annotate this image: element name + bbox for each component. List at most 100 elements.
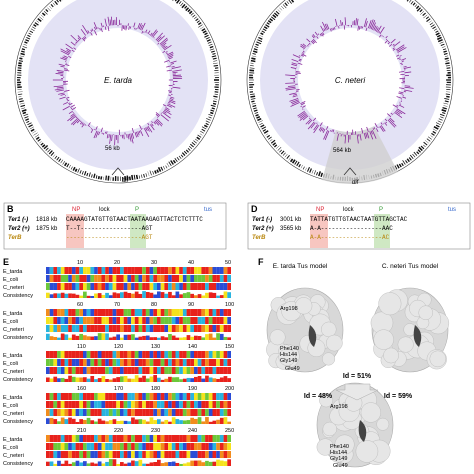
- residue-cell: [145, 359, 150, 366]
- residue-cell: [120, 351, 124, 358]
- sequence: CAAAAGTATGTTGTAACTAATAAGAGTTACTCTCTTTC: [66, 216, 203, 223]
- residue-cell: [219, 443, 224, 450]
- residue-cell: [190, 317, 194, 324]
- residue-cell: [216, 267, 220, 274]
- gc-skew: [333, 27, 336, 30]
- residue-cell: [190, 409, 194, 416]
- sequence: T--T-----------------AGT: [66, 225, 153, 232]
- position-number: 150: [225, 344, 234, 350]
- residue-cell: [223, 409, 228, 416]
- gene-tick: [143, 173, 146, 178]
- gene-tick: [251, 57, 256, 60]
- residue-cell: [131, 401, 135, 408]
- residue-cell: [101, 451, 106, 458]
- gc-skew: [356, 134, 359, 144]
- residue-cell: [175, 267, 180, 274]
- residue-cell: [68, 401, 72, 408]
- gc-skew: [137, 131, 140, 136]
- residue-cell: [127, 367, 132, 374]
- residue-cell: [112, 451, 117, 458]
- residue-cell: [205, 292, 209, 298]
- residue-cell: [182, 409, 187, 416]
- residue-cell: [194, 409, 198, 416]
- residue-cell: [216, 309, 220, 316]
- residue-cell: [86, 309, 91, 316]
- gc-skew: [168, 94, 171, 97]
- residue-cell: [97, 367, 102, 374]
- residue-cell: [160, 451, 165, 458]
- residue-cell: [60, 417, 65, 424]
- residue-cell: [186, 377, 191, 382]
- gc-skew: [329, 28, 332, 32]
- residue-cell: [142, 291, 146, 298]
- residue-cell: [86, 443, 91, 450]
- residue-cell: [68, 317, 72, 324]
- gene-tick: [36, 20, 40, 23]
- gc-skew: [399, 103, 402, 105]
- residue-cell: [86, 267, 91, 274]
- gc-skew: [295, 88, 300, 91]
- residue-cell: [46, 351, 50, 358]
- gene-tick: [70, 166, 73, 170]
- residue-cell: [112, 325, 117, 332]
- residue-cell: [94, 435, 98, 442]
- gc-skew: [331, 129, 333, 132]
- gc-skew: [314, 31, 318, 36]
- residue-cell: [83, 393, 87, 400]
- residue-cell: [179, 325, 183, 332]
- residue-cell: [168, 401, 172, 408]
- residue-cell: [90, 367, 95, 374]
- residue-cell: [49, 351, 54, 358]
- residue-cell: [197, 367, 202, 374]
- residue-cell: [116, 317, 120, 324]
- gc-skew: [98, 131, 101, 136]
- gc-skew: [60, 93, 65, 96]
- gene-tick: [48, 150, 53, 155]
- residue-cell: [49, 378, 54, 382]
- gc-skew: [157, 35, 165, 43]
- residue-cell: [90, 443, 95, 450]
- gene-tick: [284, 154, 288, 158]
- gene-tick: [265, 24, 270, 28]
- residue-cell: [205, 443, 209, 450]
- residue-cell: [116, 409, 120, 416]
- gc-skew: [396, 46, 405, 52]
- gc-skew: [60, 57, 67, 61]
- gene-tick: [298, 163, 301, 168]
- residue-cell: [112, 367, 117, 374]
- residue-cell: [153, 351, 157, 358]
- gc-skew: [90, 32, 93, 36]
- gene-tick: [33, 24, 37, 28]
- residue-cell: [186, 401, 191, 408]
- gene-tick: [251, 102, 256, 105]
- gc-skew: [312, 117, 317, 122]
- residue-cell: [175, 419, 180, 424]
- gene-tick: [47, 7, 51, 12]
- gene-tick: [203, 124, 208, 128]
- sequence-name: C_neteri: [3, 453, 24, 459]
- residue-cell: [138, 283, 143, 290]
- residue-cell: [105, 309, 109, 316]
- gene-tick: [441, 46, 446, 48]
- residue-cell: [90, 336, 95, 340]
- residue-cell: [212, 275, 217, 282]
- residue-cell: [223, 351, 228, 358]
- residue-cell: [149, 393, 154, 400]
- residue-cell: [179, 420, 183, 424]
- gc-skew: [137, 23, 141, 29]
- gc-skew: [321, 128, 325, 132]
- residue-cell: [120, 275, 124, 282]
- gc-skew: [320, 32, 324, 37]
- residue-cell: [71, 325, 76, 332]
- residue-cell: [46, 292, 50, 298]
- gc-skew: [126, 134, 128, 138]
- gc-skew: [56, 89, 64, 92]
- gene-tick: [30, 128, 35, 132]
- residue-cell: [212, 401, 217, 408]
- residue-cell: [186, 359, 191, 366]
- gene-tick: [209, 48, 215, 51]
- residue-cell: [153, 267, 157, 274]
- residue-cell: [105, 351, 109, 358]
- residue-cell: [153, 309, 157, 316]
- panel-box: [3, 202, 227, 250]
